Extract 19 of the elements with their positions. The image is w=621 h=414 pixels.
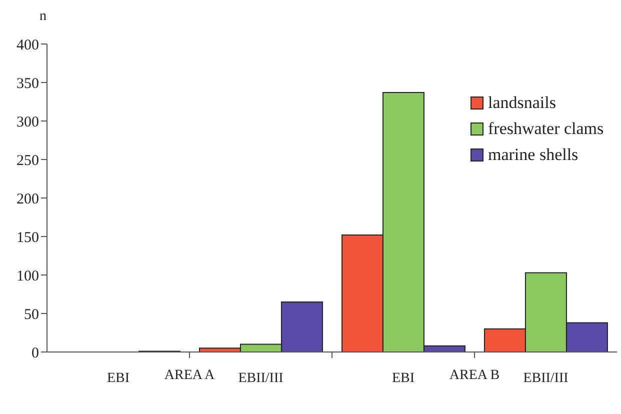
legend-label: freshwater clams (488, 119, 604, 138)
x-tick-label: EBI (392, 370, 415, 386)
y-axis-title: n (40, 9, 46, 24)
text: AREA B (449, 368, 500, 383)
text: AREA A (164, 368, 216, 383)
legend-label: marine shells (488, 145, 578, 164)
y-tick-label: 350 (16, 76, 39, 92)
y-tick-label: 50 (24, 306, 39, 323)
x-tick-label: EBI (106, 370, 130, 386)
y-tick-label: 200 (16, 191, 39, 208)
y-tick-label: 400 (16, 37, 39, 54)
y-tick-label: 100 (16, 268, 39, 284)
y-tick-label: 0 (32, 345, 39, 362)
legend-label: landsnails (488, 93, 556, 112)
x-tick-label: EBII/III (523, 370, 569, 386)
y-tick-label: 250 (16, 152, 39, 169)
x-tick-label: EBII/III (238, 370, 284, 386)
y-tick-label: 300 (16, 114, 39, 130)
y-tick-label: 150 (16, 230, 39, 246)
